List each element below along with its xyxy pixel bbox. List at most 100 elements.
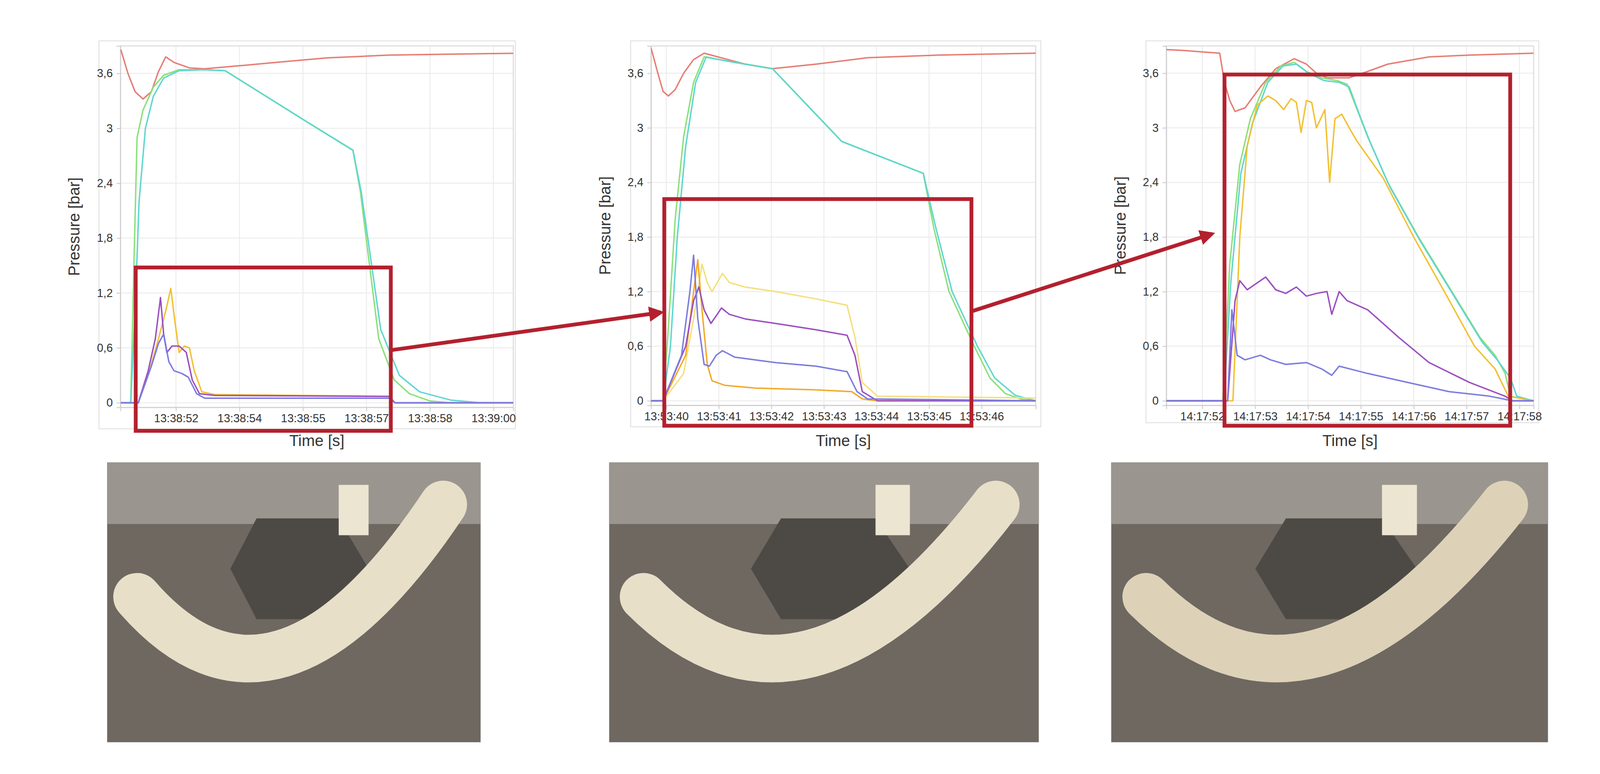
x-tick: 13:53:46	[959, 404, 1004, 423]
x-tick: 13:53:40	[644, 404, 689, 423]
grid-line-x	[1413, 46, 1414, 406]
x-tick-label: 13:53:42	[749, 409, 794, 423]
grid-line-x	[875, 46, 877, 406]
y-tick-label: 0,6	[97, 341, 113, 354]
x-tick-label: 13:53:40	[644, 409, 689, 423]
y-tick-label: 3	[637, 121, 644, 135]
series-line	[650, 286, 1036, 401]
y-axis-title: Pressure [bar]	[596, 176, 614, 275]
y-tick: 0,6	[97, 341, 121, 354]
x-axis-title: Time [s]	[815, 431, 872, 450]
y-tick: 0	[1152, 393, 1167, 407]
grid	[650, 46, 1036, 406]
x-axis-line	[1166, 405, 1534, 410]
x-axis: 13:38:5213:38:5413:38:5513:38:5713:38:58…	[120, 407, 517, 425]
photo-background	[1111, 462, 1549, 743]
y-tick-mark	[1162, 182, 1167, 184]
series-group	[650, 47, 1036, 401]
x-tick: 13:53:45	[906, 404, 952, 423]
x-axis-title: Time [s]	[1322, 431, 1378, 450]
y-tick: 3	[637, 121, 651, 135]
y-tick-mark	[116, 127, 121, 129]
photo-core	[1146, 504, 1505, 659]
chart-frame	[98, 40, 516, 429]
y-axis: 00,61,21,82,433,6	[97, 46, 121, 409]
y-tick-label: 0,6	[1142, 339, 1159, 353]
x-tick-label: 14:17:54	[1285, 409, 1331, 423]
plot-frame	[650, 46, 1036, 406]
y-tick-label: 1,8	[627, 230, 644, 244]
x-tick: 13:53:42	[749, 404, 794, 423]
series-line	[120, 69, 514, 403]
x-tick-label: 14:17:53	[1233, 409, 1278, 423]
grid-line-y	[1166, 236, 1534, 238]
grid-line-y	[120, 72, 514, 74]
highlight-box	[664, 198, 972, 426]
x-tick: 14:17:54	[1285, 404, 1331, 423]
photo-core	[137, 504, 444, 659]
x-axis-line	[120, 407, 514, 412]
x-tick: 13:38:58	[407, 407, 452, 425]
y-tick-label: 1,8	[1142, 230, 1159, 244]
grid-line-x	[1360, 46, 1362, 406]
series-line	[120, 69, 514, 403]
x-tick: 13:38:54	[217, 407, 262, 425]
grid-line-x	[1254, 46, 1256, 406]
series-line	[120, 297, 514, 403]
series-line	[650, 255, 1036, 401]
grid-line-x	[1307, 46, 1309, 406]
x-tick: 13:38:55	[281, 407, 326, 425]
y-tick: 3	[106, 121, 121, 135]
y-tick-mark	[116, 237, 121, 239]
photo-core-part	[1382, 484, 1417, 536]
y-tick-mark	[647, 182, 651, 184]
x-tick-mark	[823, 404, 825, 409]
x-tick: 13:38:52	[154, 407, 199, 425]
photo-core-part	[875, 484, 910, 536]
y-tick-mark	[116, 292, 121, 294]
x-tick-mark	[1255, 404, 1257, 409]
grid-line-y	[120, 292, 514, 294]
x-tick-label: 13:53:43	[802, 409, 847, 423]
grid-line-x	[718, 46, 720, 406]
x-tick-mark	[718, 404, 720, 409]
y-axis: 00,61,21,82,433,6	[627, 46, 652, 407]
y-tick-mark	[647, 127, 651, 129]
grid-line-x	[928, 46, 930, 406]
y-axis-title: Pressure [bar]	[65, 177, 83, 276]
y-tick-label: 1,8	[97, 231, 113, 245]
y-tick: 2,4	[1142, 175, 1167, 189]
x-tick: 14:17:57	[1444, 404, 1489, 423]
grid-line-y	[650, 236, 1036, 238]
y-tick-label: 3,6	[1142, 66, 1159, 80]
y-tick: 0	[106, 395, 121, 409]
y-tick: 0	[637, 393, 651, 407]
grid-line-y	[120, 182, 514, 184]
y-axis-line	[116, 46, 121, 408]
y-tick-label: 0	[637, 393, 644, 407]
photo-background	[107, 462, 481, 743]
x-tick: 13:39:00	[471, 407, 516, 425]
x-tick-mark	[239, 407, 241, 412]
grid-line-y	[1166, 345, 1534, 347]
series-line	[1166, 64, 1534, 401]
plot-frame	[120, 46, 514, 408]
x-tick-mark	[302, 407, 304, 412]
y-tick-label: 2,4	[1142, 175, 1159, 189]
y-tick-mark	[1162, 345, 1167, 347]
y-tick: 2,4	[627, 175, 651, 189]
photo	[1111, 462, 1549, 743]
y-tick-label: 1,2	[1142, 284, 1159, 298]
x-tick-label: 14:17:55	[1338, 409, 1384, 423]
y-tick: 1,8	[97, 231, 121, 245]
series-line	[120, 288, 514, 403]
y-tick-mark	[116, 402, 121, 404]
chart-frame	[1146, 40, 1540, 423]
y-tick-label: 1,2	[97, 286, 113, 300]
grid-line-x	[823, 46, 825, 406]
grid-line-y	[1166, 291, 1534, 293]
x-tick-label: 13:39:00	[471, 411, 516, 425]
x-tick: 13:53:41	[696, 404, 742, 423]
photo	[107, 462, 481, 743]
x-tick: 14:17:55	[1338, 404, 1384, 423]
